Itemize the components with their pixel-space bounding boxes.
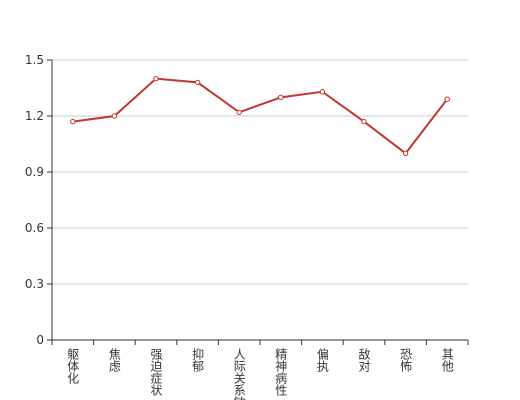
line xyxy=(72,77,448,155)
point xyxy=(153,75,159,82)
y-tick-label: 0.6 xyxy=(25,221,44,235)
x-tick-label: 抑郁 xyxy=(191,347,205,373)
y-tick-label: 1.2 xyxy=(25,109,44,123)
x-tick-label: 躯体化 xyxy=(66,347,80,385)
x-tick-label: 敌对 xyxy=(357,347,371,372)
point xyxy=(236,109,242,115)
x-tick-label: 强迫症状 xyxy=(149,348,163,396)
x-tick-label: 人际关系敏感 xyxy=(232,348,246,400)
point xyxy=(361,118,367,125)
point xyxy=(111,113,118,119)
x-tick-label: 焦虑 xyxy=(107,348,121,372)
y-tick-label: 0.9 xyxy=(25,165,44,179)
y-tick-label: 0 xyxy=(36,333,44,347)
point xyxy=(194,79,201,86)
point xyxy=(402,150,409,157)
y-tick-label: 0.3 xyxy=(25,277,44,291)
point xyxy=(444,96,450,102)
y-tick-label: 1.5 xyxy=(25,53,44,67)
point xyxy=(70,118,76,125)
point xyxy=(278,94,284,101)
x-tick-label: 精神病性 xyxy=(274,348,288,397)
point xyxy=(319,89,326,95)
x-tick-label: 偏执 xyxy=(315,347,329,373)
x-tick-label: 恐怖 xyxy=(399,348,413,372)
x-tick-label: 其他 xyxy=(440,348,454,372)
